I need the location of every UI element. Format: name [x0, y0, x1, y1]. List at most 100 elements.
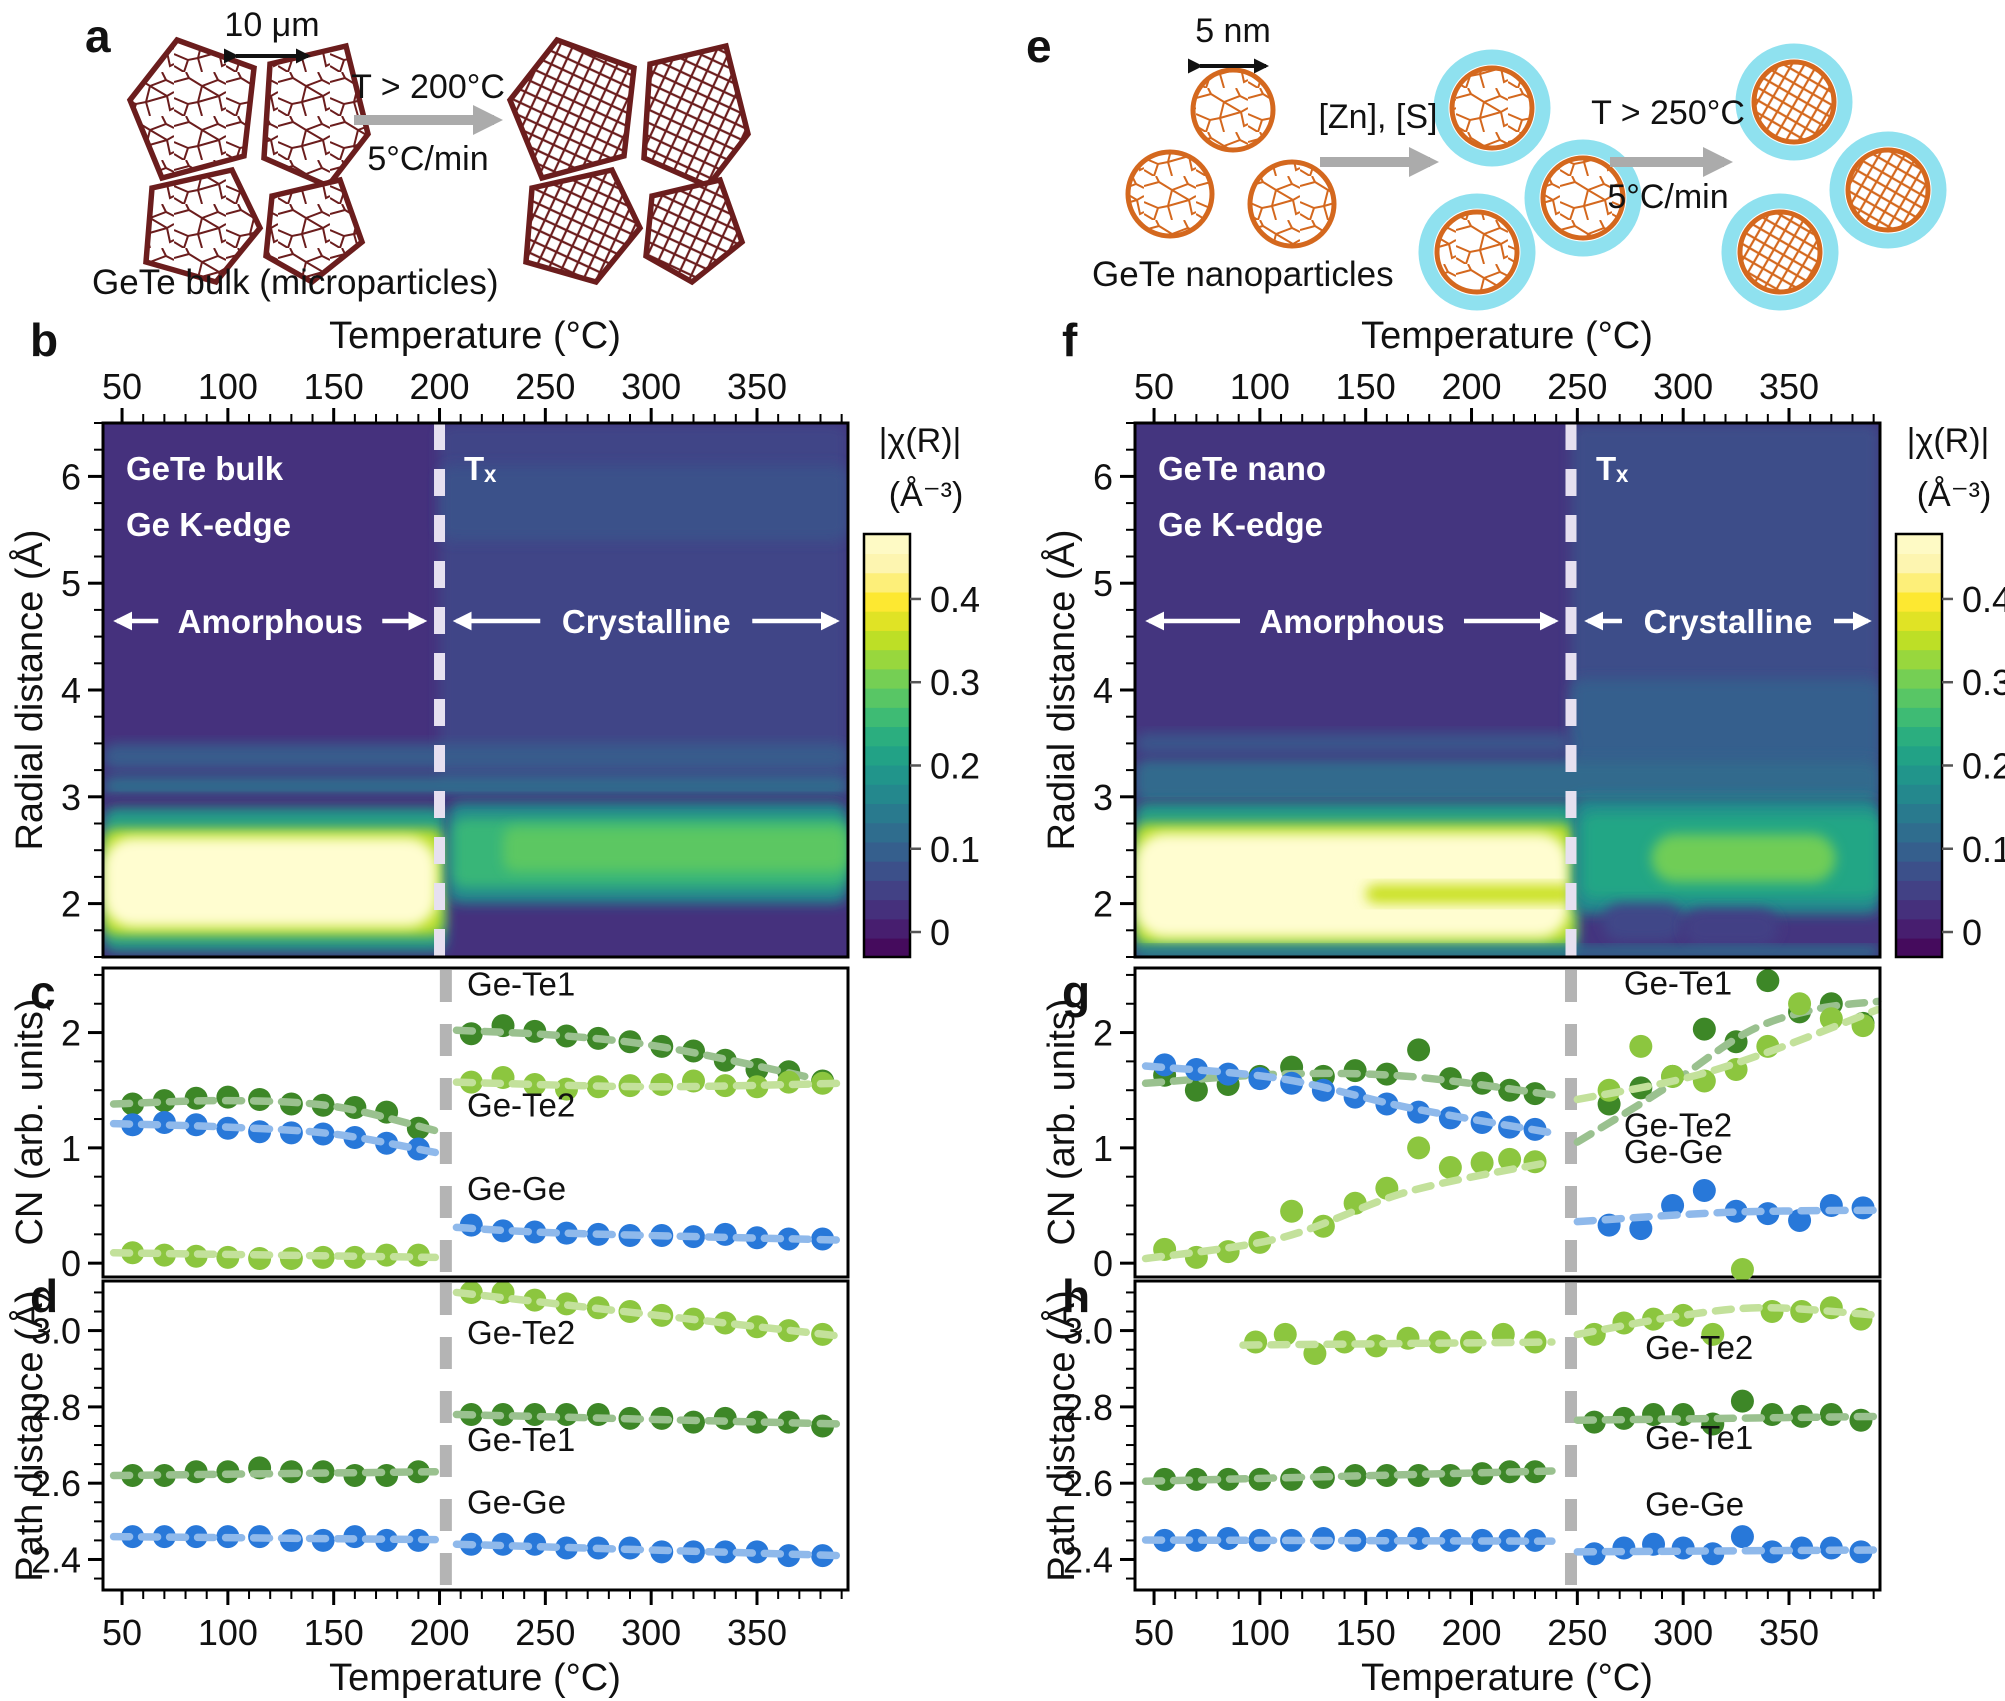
svg-text:3.0: 3.0 — [1063, 1311, 1113, 1352]
panel-letter-d: d — [30, 1270, 58, 1322]
heatmap-ylabel-bulk: Radial distance (Å) — [7, 529, 51, 850]
svg-text:0.4: 0.4 — [930, 579, 980, 620]
series-Ge-Te2 — [1239, 1258, 1882, 1365]
svg-text:0.1: 0.1 — [1962, 829, 2005, 870]
series-label: Ge-Ge — [1645, 1486, 1744, 1523]
caption-bulk: GeTe bulk (microparticles) — [92, 263, 499, 302]
data-point — [375, 1528, 399, 1552]
series-Ge-Te2 — [1141, 992, 1882, 1269]
path-ylabel-nano: Path distance (Å) — [1039, 1290, 1083, 1581]
heatmap-title-nano-line1: GeTe nano — [1158, 450, 1326, 487]
data-point — [745, 1315, 769, 1339]
data-point — [777, 1544, 801, 1568]
heatmap-title-nano-line2: Ge K-edge — [1158, 506, 1323, 543]
caption-nano: GeTe nanoparticles — [1092, 255, 1394, 294]
colorbar-title-bulk-line2: (Å⁻³) — [889, 476, 964, 514]
svg-text:200: 200 — [1441, 366, 1501, 407]
data-point — [1701, 1322, 1725, 1346]
data-point — [745, 1540, 769, 1564]
svg-text:2.8: 2.8 — [1063, 1387, 1113, 1428]
series-label: Ge-Ge — [467, 1170, 566, 1207]
data-point — [1671, 1303, 1695, 1327]
data-point — [1730, 1389, 1754, 1413]
heatmap-title-bulk-line2: Ge K-edge — [126, 506, 291, 543]
series-Ge-Ge — [1141, 1053, 1882, 1241]
data-point — [375, 1243, 399, 1267]
scatter-panel-h: Ge-Te2 Ge-Te1 Ge-Ge 2.4 2.6 2.8 3.0 50 100 150 200… — [1063, 1258, 1882, 1653]
svg-text:250: 250 — [1547, 1612, 1607, 1653]
scale-label-nano: 5 nm — [1195, 12, 1271, 50]
anneal-temp-label-nano: T > 250°C — [1591, 94, 1745, 132]
svg-text:3: 3 — [1093, 777, 1113, 818]
svg-text:100: 100 — [1230, 1612, 1290, 1653]
svg-text:0.4: 0.4 — [1962, 579, 2005, 620]
series-label: Ge-Ge — [467, 1484, 566, 1521]
svg-text:0: 0 — [1093, 1243, 1113, 1284]
schematic-nano — [1125, 43, 1947, 311]
tx-label-nano: Tₓ — [1596, 450, 1629, 487]
shell-precursors-label: [Zn], [S] — [1318, 98, 1437, 136]
data-point — [1629, 1217, 1653, 1241]
svg-text:250: 250 — [515, 366, 575, 407]
colorbar-title-nano-line1: |χ(R)| — [1907, 422, 1990, 460]
region-label-amorphous: Amorphous — [178, 603, 363, 640]
series-label: Ge-Te2 — [467, 1314, 575, 1351]
svg-text:150: 150 — [304, 366, 364, 407]
colorbar-f: 0 0.1 0.2 0.3 0.4 — [1894, 532, 2005, 959]
svg-text:2.6: 2.6 — [31, 1463, 81, 1504]
nano-shelled-crystalline-particles — [1721, 43, 1947, 311]
colorbar-b: 0 0.1 0.2 0.3 0.4 — [862, 532, 980, 959]
series-Ge-Ge — [109, 1525, 846, 1568]
series-Ge-Ge — [109, 1111, 846, 1251]
series-label: Ge-Ge — [1624, 1133, 1723, 1170]
top-axis-title-nano: Temperature (°C) — [1361, 315, 1653, 357]
svg-text:50: 50 — [102, 1612, 142, 1653]
data-point — [1184, 1467, 1208, 1491]
svg-text:4: 4 — [61, 670, 81, 711]
data-point — [1438, 1155, 1462, 1179]
data-point — [1407, 1038, 1431, 1062]
svg-text:6: 6 — [61, 456, 81, 497]
svg-text:3.0: 3.0 — [31, 1311, 81, 1352]
data-point — [1692, 1179, 1716, 1203]
heatmap-ylabel-nano: Radial distance (Å) — [1039, 529, 1083, 850]
data-point — [152, 1464, 176, 1488]
data-point — [523, 1288, 547, 1312]
svg-text:2.8: 2.8 — [31, 1387, 81, 1428]
data-point — [1407, 1464, 1431, 1488]
data-point — [1280, 1199, 1304, 1223]
svg-text:2: 2 — [1093, 884, 1113, 925]
data-point — [1498, 1147, 1522, 1171]
data-point — [745, 1410, 769, 1434]
data-point — [1407, 1136, 1431, 1160]
series-label: Ge-Te2 — [467, 1087, 575, 1124]
svg-text:0: 0 — [930, 912, 950, 953]
svg-text:4: 4 — [1093, 670, 1113, 711]
svg-text:200: 200 — [1441, 1612, 1501, 1653]
svg-text:0.2: 0.2 — [930, 745, 980, 786]
series-label: Ge-Te1 — [1645, 1419, 1753, 1456]
bottom-axis-title-nano: Temperature (°C) — [1361, 1657, 1653, 1699]
svg-text:100: 100 — [198, 1612, 258, 1653]
data-point — [1470, 1151, 1494, 1175]
svg-text:200: 200 — [409, 366, 469, 407]
panel-letter-g: g — [1062, 966, 1090, 1018]
scatter-panel-c: Ge-Te1 Ge-Te2 Ge-Ge 0 1 2 — [61, 966, 850, 1284]
svg-text:1: 1 — [61, 1128, 81, 1169]
top-axis-title-bulk: Temperature (°C) — [329, 315, 621, 357]
colorbar-title-nano-line2: (Å⁻³) — [1917, 476, 1992, 514]
cn-ylabel-nano: CN (arb. units) — [1041, 998, 1083, 1245]
series-Ge-Te1 — [1141, 1389, 1882, 1491]
svg-text:300: 300 — [1653, 1612, 1713, 1653]
region-label-crystalline: Crystalline — [562, 603, 731, 640]
svg-text:300: 300 — [1653, 366, 1713, 407]
svg-text:5: 5 — [61, 563, 81, 604]
svg-text:0.3: 0.3 — [1962, 662, 2005, 703]
data-point — [1730, 1525, 1754, 1549]
scale-label-bulk: 10 μm — [224, 6, 319, 44]
svg-text:1: 1 — [1093, 1128, 1113, 1169]
data-point — [1184, 1528, 1208, 1552]
svg-text:100: 100 — [1230, 366, 1290, 407]
